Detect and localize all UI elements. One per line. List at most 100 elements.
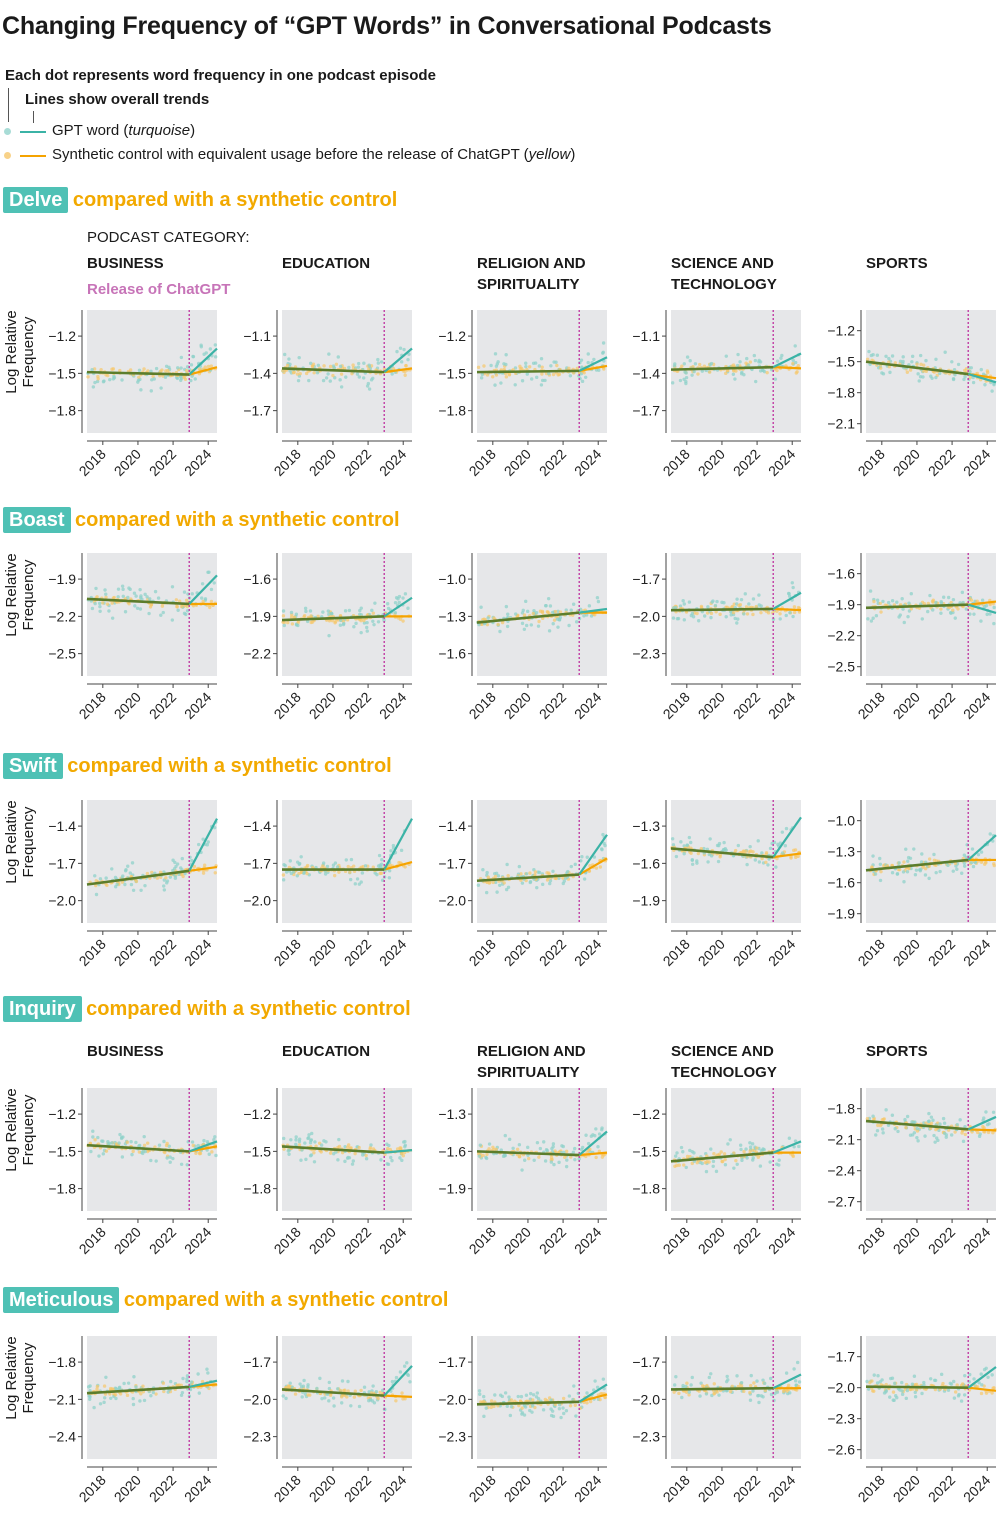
word-header-delve: Delve compared with a synthetic control [3,187,398,213]
gpt-dot [507,1137,512,1142]
gpt-dot [478,1392,482,1396]
gpt-dot [142,1134,146,1139]
gpt-dot [513,612,518,616]
gpt-dot [788,1391,792,1395]
gpt-dot [207,1152,211,1156]
category-header: RELIGION AND SPIRITUALITY [477,255,586,293]
control-dot [110,601,114,605]
gpt-dot [372,622,376,627]
y-tick-label: −1.3 [438,1106,466,1122]
gpt-dot [136,380,140,384]
control-dot [970,606,975,611]
pre-release-trend-line [86,597,190,606]
x-tick-label: 2024 [571,936,604,969]
control-dot [507,372,512,376]
y-tick-label: −1.7 [438,1354,466,1370]
gpt-dot [698,1394,702,1398]
legend-leader-line [33,111,34,123]
compared-label: compared with a synthetic control [86,998,411,1020]
control-dot [562,1155,567,1159]
gpt-dot [351,1159,356,1163]
gpt-dot [350,1162,355,1166]
gpt-dot [343,609,348,613]
control-dot [517,1154,521,1159]
x-tick-label: 2022 [146,936,179,969]
gpt-dot [955,867,959,871]
control-dot [555,363,559,368]
gpt-dot [201,837,205,841]
gpt-dot [131,1402,136,1407]
gpt-dot [165,879,170,883]
gpt-dot [138,1143,142,1148]
control-dot [131,1149,135,1154]
gpt-dot [871,1114,875,1118]
gpt-dot [134,1140,138,1145]
gpt-dot [791,358,795,362]
gpt-dot [777,1163,781,1167]
gpt-dot [961,600,965,605]
gpt-dot [768,1160,772,1164]
gpt-dot [915,1126,919,1131]
control-dot [744,849,748,853]
x-tick-label: 2024 [376,1472,409,1505]
gpt-dot [603,843,607,848]
y-tick-label: −1.7 [827,1349,855,1365]
gpt-dot [890,354,895,358]
gpt-dot [690,858,695,862]
control-dot [748,1149,752,1153]
gpt-dot [154,1159,158,1163]
control-dot [108,1386,113,1391]
x-tick-label: 2022 [536,446,569,479]
control-dot [295,372,300,376]
gpt-dot [970,847,975,851]
gpt-dot [297,1137,302,1141]
gpt-dot [736,843,741,848]
y-tick-label: −1.2 [632,1106,660,1122]
gpt-dot [529,623,534,627]
y-tick-label: −2.2 [827,628,855,644]
gpt-dot [504,353,508,357]
control-dot [700,1384,705,1388]
compared-label: compared with a synthetic control [72,189,398,211]
control-dot [487,880,492,885]
gpt-dot [904,847,908,851]
x-tick-label: 2022 [536,1472,569,1505]
gpt-dot [503,1153,507,1158]
gpt-dot [189,363,194,367]
control-dot [718,612,722,617]
gpt-dot [867,349,871,354]
x-tick-label: 2018 [660,936,693,969]
gpt-dot [494,871,499,876]
gpt-dot [489,363,493,368]
control-dot [558,610,563,614]
gpt-dot [726,1142,730,1146]
control-dot [398,617,403,621]
gpt-dot [507,1395,511,1399]
gpt-dot [390,1379,395,1384]
control-dot [386,1146,390,1151]
control-dot [914,1382,919,1387]
control-dot [765,370,769,375]
control-dot [111,367,116,371]
gpt-dot [865,1379,869,1384]
gpt-dot [120,1155,125,1159]
word-badge: Delve [3,187,69,213]
gpt-dot [687,600,692,604]
gpt-dot [928,1377,933,1381]
gpt-dot [898,1388,902,1392]
gpt-dot [495,362,500,366]
control-dot [364,1153,368,1158]
gpt-dot [185,365,190,369]
gpt-dot [733,377,737,381]
gpt-dot [709,615,713,620]
gpt-dot [296,378,301,383]
control-dot [291,371,296,375]
y-tick-label: −1.0 [827,813,855,829]
gpt-dot [914,868,919,872]
gpt-dot [562,879,566,883]
y-tick-label: −1.8 [48,1354,76,1370]
gpt-dot [102,1400,106,1405]
control-dot [210,1150,214,1154]
gpt-dot [362,1385,367,1389]
